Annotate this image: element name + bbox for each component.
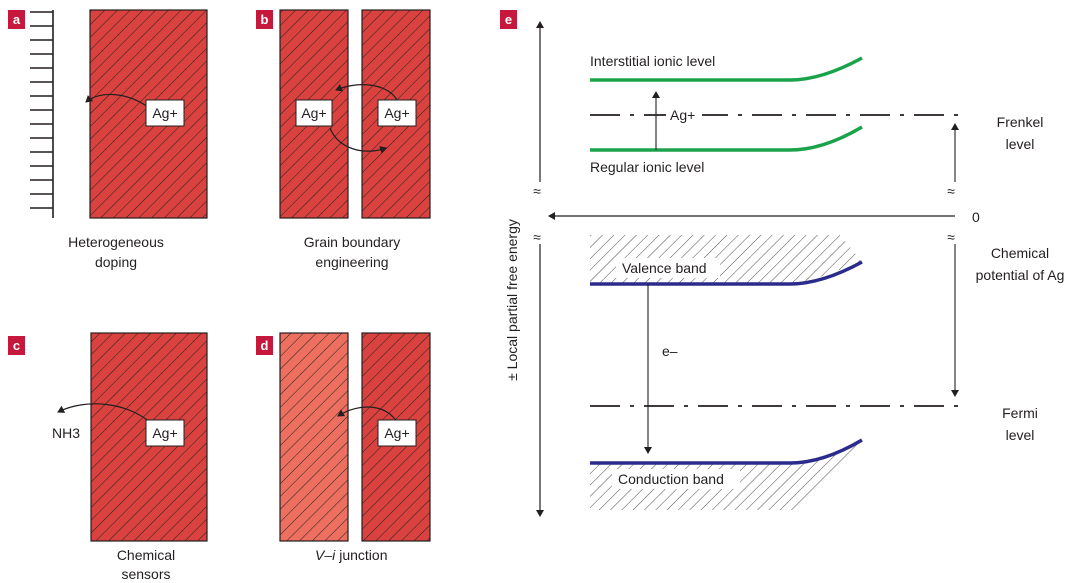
panel-e: e ≈ ≈ ± Local partial free energy 0 Inte…: [500, 10, 1065, 517]
panel-b-caption-line1: Grain boundary: [304, 234, 401, 250]
conduction-band-hatching-edge: [780, 440, 862, 510]
ion-arrow: [337, 406, 399, 425]
ag-ion-label-right: Ag+: [384, 105, 409, 121]
ag-ion-box: [145, 419, 185, 447]
conduction-label-bg: [612, 469, 740, 489]
ag-ion-label: Ag+: [152, 425, 177, 441]
vacancy-phase-block: [279, 332, 349, 542]
ag-ion-box: [145, 99, 185, 127]
panel-c-badge-label: c: [13, 338, 20, 353]
interstitial-ionic-level: [590, 56, 863, 82]
dopant-comb: [30, 10, 54, 218]
panel-b-badge-label: b: [261, 12, 269, 27]
panel-d: d Ag+ V–i junction: [256, 332, 431, 563]
panel-d-badge-label: d: [261, 338, 269, 353]
panel-a-badge-label: a: [13, 12, 21, 27]
interstitial-label: Interstitial ionic level: [590, 53, 715, 69]
right-break-lower: ≈: [947, 229, 955, 245]
ag-ion-label-left: Ag+: [301, 105, 326, 121]
valence-band-hatching-edge: [780, 235, 862, 284]
conduction-band-edge: [590, 438, 863, 465]
chemical-potential-label-line2: potential of Ag: [976, 267, 1065, 283]
panel-d-caption: V–i junction: [315, 547, 388, 563]
axis-break-upper: ≈: [533, 183, 541, 199]
panel-c-caption-line1: Chemical: [117, 547, 175, 563]
panel-d-badge: [256, 336, 273, 355]
panel-d-caption-rest: junction: [338, 547, 387, 563]
panel-a-caption-line1: Heterogeneous: [68, 234, 164, 250]
regular-label: Regular ionic level: [590, 159, 704, 175]
ion-arrow-to-right: [329, 127, 387, 154]
electron-label: e–: [662, 343, 678, 359]
ag-ion-label: Ag+: [384, 425, 409, 441]
ion-transition-label-bg: [666, 104, 702, 126]
panel-a: a Ag+ Heterogeneous doping: [8, 9, 208, 270]
ag-ion-label: Ag+: [152, 105, 177, 121]
panel-a-badge: [8, 10, 25, 29]
axis-break-lower: ≈: [533, 229, 541, 245]
valence-band-label: Valence band: [622, 260, 707, 276]
panel-a-caption-line2: doping: [95, 254, 137, 270]
right-break-upper: ≈: [947, 183, 955, 199]
chemical-potential-label-line1: Chemical: [991, 245, 1049, 261]
zero-label: 0: [972, 209, 980, 225]
ag-ion-box-left: [295, 99, 333, 127]
ag-ion-box: [377, 419, 417, 447]
panel-e-badge-label: e: [505, 12, 512, 27]
panel-c-badge: [8, 336, 25, 355]
panel-c-caption-line2: sensors: [121, 566, 170, 582]
panel-c: c Ag+ NH3 Chemical sensors: [8, 332, 208, 582]
fermi-label-line1: Fermi: [1002, 405, 1038, 421]
panel-b-badge: [256, 10, 273, 29]
panel-d-caption-italic: V–i: [315, 547, 336, 563]
panel-b-caption-line2: engineering: [315, 254, 388, 270]
valence-label-bg: [616, 258, 720, 278]
ammonia-label: NH3: [52, 425, 80, 441]
y-axis-label: ± Local partial free energy: [504, 219, 520, 381]
panel-e-badge: [500, 10, 517, 29]
frenkel-label-line1: Frenkel: [997, 114, 1044, 130]
valence-band-edge: [590, 260, 863, 286]
conduction-band-label: Conduction band: [618, 471, 724, 487]
ion-transition-label: Ag+: [670, 107, 695, 123]
ion-arrow-to-left: [335, 84, 399, 103]
panel-b: b Ag+ Ag+ Grain boundary engineering: [256, 9, 431, 270]
fermi-label-line2: level: [1006, 427, 1035, 443]
ion-arrow: [57, 403, 153, 425]
regular-ionic-level: [590, 125, 863, 152]
frenkel-label-line2: level: [1006, 136, 1035, 152]
ag-ion-box-right: [377, 99, 417, 127]
